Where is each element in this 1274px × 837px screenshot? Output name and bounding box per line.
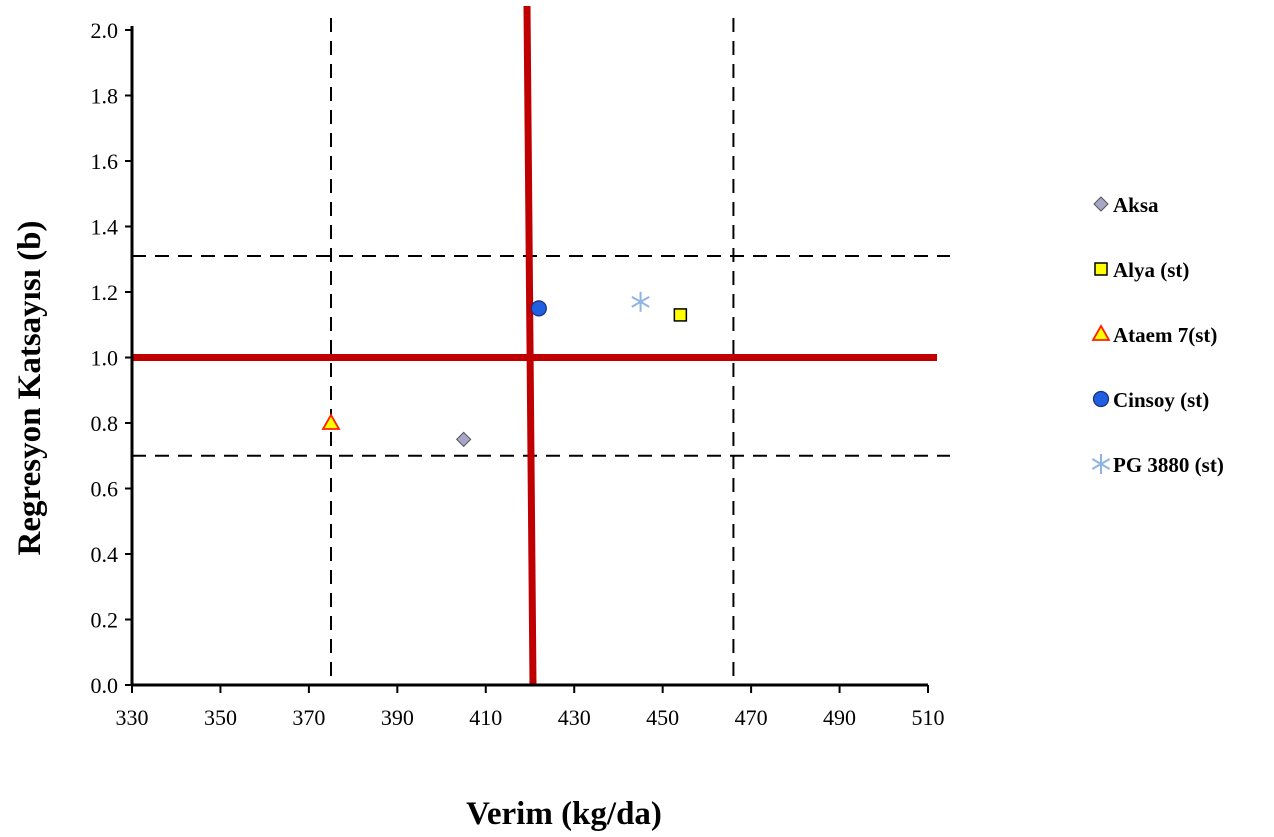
- legend-marker-cinsoy-st: [1092, 390, 1110, 408]
- x-tick-label: 490: [823, 705, 856, 730]
- y-tick-label: 2.0: [91, 18, 119, 43]
- y-tick-label: 1.8: [91, 84, 119, 109]
- legend-label-cinsoy-st: Cinsoy (st): [1113, 388, 1209, 412]
- legend-marker-pg-3880-st: [1091, 454, 1111, 474]
- legend-label-pg-3880-st: PG 3880 (st): [1113, 453, 1224, 477]
- legend-marker-ataem-7-st: [1091, 324, 1111, 341]
- x-tick-label: 390: [381, 705, 414, 730]
- legend-item-aksa: Aksa: [1093, 193, 1159, 217]
- y-tick-label: 0.4: [91, 542, 119, 567]
- reference-lines: [132, 5, 950, 686]
- x-tick-label: 510: [912, 705, 945, 730]
- legend-item-pg-3880-st: PG 3880 (st): [1091, 453, 1224, 477]
- point-alya-st: [673, 308, 688, 322]
- y-tick-label: 1.6: [91, 149, 119, 174]
- x-tick-label: 470: [735, 705, 768, 730]
- x-tick-label: 450: [646, 705, 679, 730]
- y-tick-label: 1.0: [91, 346, 119, 371]
- legend-item-alya-st: Alya (st): [1094, 258, 1189, 282]
- x-axis-title: Verim (kg/da): [466, 796, 662, 832]
- point-ataem-7-st: [321, 413, 341, 430]
- legend-item-cinsoy-st: Cinsoy (st): [1092, 388, 1209, 412]
- x-tick-label: 410: [469, 705, 502, 730]
- axes: [125, 26, 929, 693]
- ref-line-mean-yield: [523, 5, 537, 686]
- y-tick-label: 0.8: [91, 411, 119, 436]
- y-tick-label: 0.0: [91, 673, 119, 698]
- y-axis-title: Regresyon Katsayısı (b): [12, 221, 48, 556]
- tick-labels: 0.0 0.2 0.4 0.6 0.8 1.0 1.2 1.4 1.6 1.8 2.0 330 350 3…: [91, 18, 945, 730]
- data-points: [321, 291, 688, 448]
- y-tick-label: 1.2: [91, 280, 119, 305]
- point-aksa: [455, 431, 472, 448]
- legend: Aksa Alya (st) Ataem 7(st) Cinsoy (st) PG 38…: [1091, 193, 1224, 477]
- y-tick-label: 1.4: [91, 215, 119, 240]
- point-pg-3880-st: [631, 291, 650, 312]
- point-cinsoy-st: [530, 300, 547, 317]
- legend-marker-aksa: [1093, 196, 1109, 212]
- x-tick-label: 430: [558, 705, 591, 730]
- legend-label-alya-st: Alya (st): [1113, 258, 1189, 282]
- y-tick-label: 0.2: [91, 608, 119, 633]
- x-tick-label: 350: [204, 705, 237, 730]
- legend-item-ataem-7-st: Ataem 7(st): [1091, 323, 1217, 347]
- legend-marker-alya-st: [1094, 262, 1108, 276]
- y-tick-label: 0.6: [91, 477, 119, 502]
- x-tick-label: 330: [116, 705, 149, 730]
- legend-label-aksa: Aksa: [1113, 193, 1159, 217]
- legend-label-ataem-7-st: Ataem 7(st): [1113, 323, 1217, 347]
- x-tick-label: 370: [292, 705, 325, 730]
